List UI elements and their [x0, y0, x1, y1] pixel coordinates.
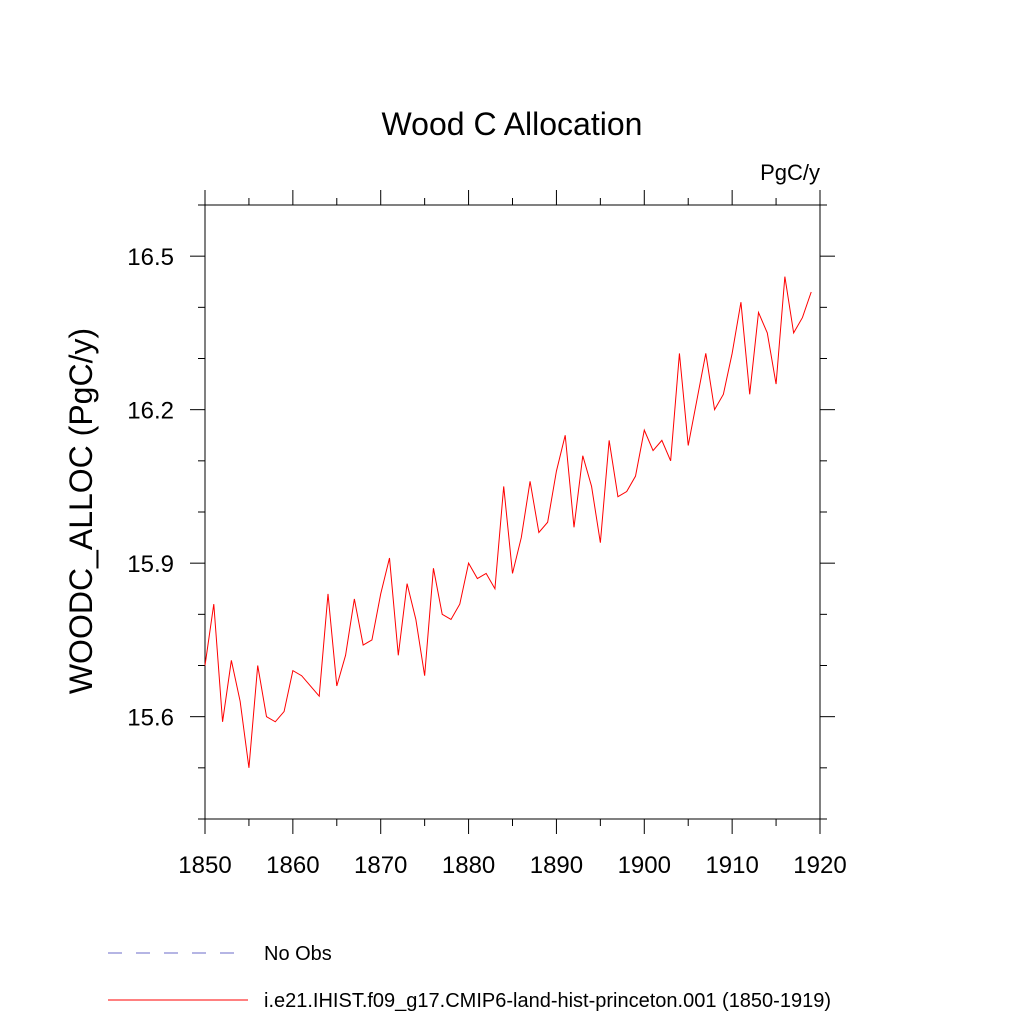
x-tick-label: 1910 [705, 852, 758, 879]
x-tick-label: 1850 [178, 852, 231, 879]
chart-title: Wood C Allocation [382, 106, 643, 142]
x-tick-label: 1900 [618, 852, 671, 879]
y-tick-label: 15.6 [127, 705, 174, 732]
x-tick-label: 1870 [354, 852, 407, 879]
data-series [204, 276, 812, 768]
x-tick-label: 1920 [793, 852, 846, 879]
series-line-0 [204, 276, 812, 768]
legend-label-model: i.e21.IHIST.f09_g17.CMIP6-land-hist-prin… [264, 990, 831, 1012]
y-tick-label: 16.2 [127, 398, 174, 425]
y-tick-label: 15.9 [127, 551, 174, 578]
y-axis-label: WOODC_ALLOC (PgC/y) [63, 328, 99, 694]
plot-frame [204, 204, 821, 820]
legend-label-no-obs: No Obs [264, 943, 332, 965]
units-label: PgC/y [760, 160, 820, 185]
axis-tick-labels: 1850 1860 1870 1880 1890 1900 1910 1920 15.6 15.9… [127, 244, 846, 879]
axis-ticks [190, 190, 835, 834]
legend: No Obs i.e21.IHIST.f09_g17.CMIP6-land-hi… [108, 943, 831, 1012]
x-tick-label: 1860 [266, 852, 319, 879]
x-tick-label: 1890 [530, 852, 583, 879]
x-tick-label: 1880 [442, 852, 495, 879]
y-tick-label: 16.5 [127, 244, 174, 271]
